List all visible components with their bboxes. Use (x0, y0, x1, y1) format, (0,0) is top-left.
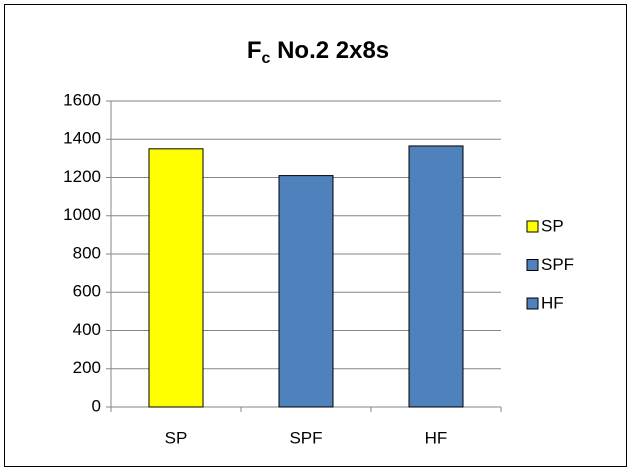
legend-label: SP (541, 216, 564, 235)
bar (278, 175, 334, 408)
x-tick-label: SP (165, 428, 188, 447)
y-tick-label: 800 (73, 243, 101, 262)
title-main: F (247, 37, 262, 64)
legend-swatch (526, 297, 539, 310)
y-tick-label: 400 (73, 320, 101, 339)
y-tick-label: 1400 (63, 129, 101, 148)
y-tick-label: 200 (73, 358, 101, 377)
y-tick-label: 1000 (63, 205, 101, 224)
bar (148, 148, 204, 408)
legend-swatch (526, 259, 539, 271)
x-tick-label: HF (425, 428, 448, 447)
y-tick-label: 1600 (63, 90, 101, 109)
title-rest: No.2 2x8s (270, 37, 389, 64)
legend-swatch (526, 220, 539, 233)
title-subscript: c (262, 50, 271, 67)
x-tick-label: SPF (289, 428, 322, 447)
bar (408, 145, 464, 408)
chart-title: Fc No.2 2x8s (247, 37, 389, 67)
legend-label: HF (541, 293, 564, 312)
legend-label: SPF (541, 255, 574, 274)
y-tick-label: 0 (92, 396, 101, 415)
y-tick-label: 600 (73, 282, 101, 301)
y-tick-label: 1200 (63, 167, 101, 186)
